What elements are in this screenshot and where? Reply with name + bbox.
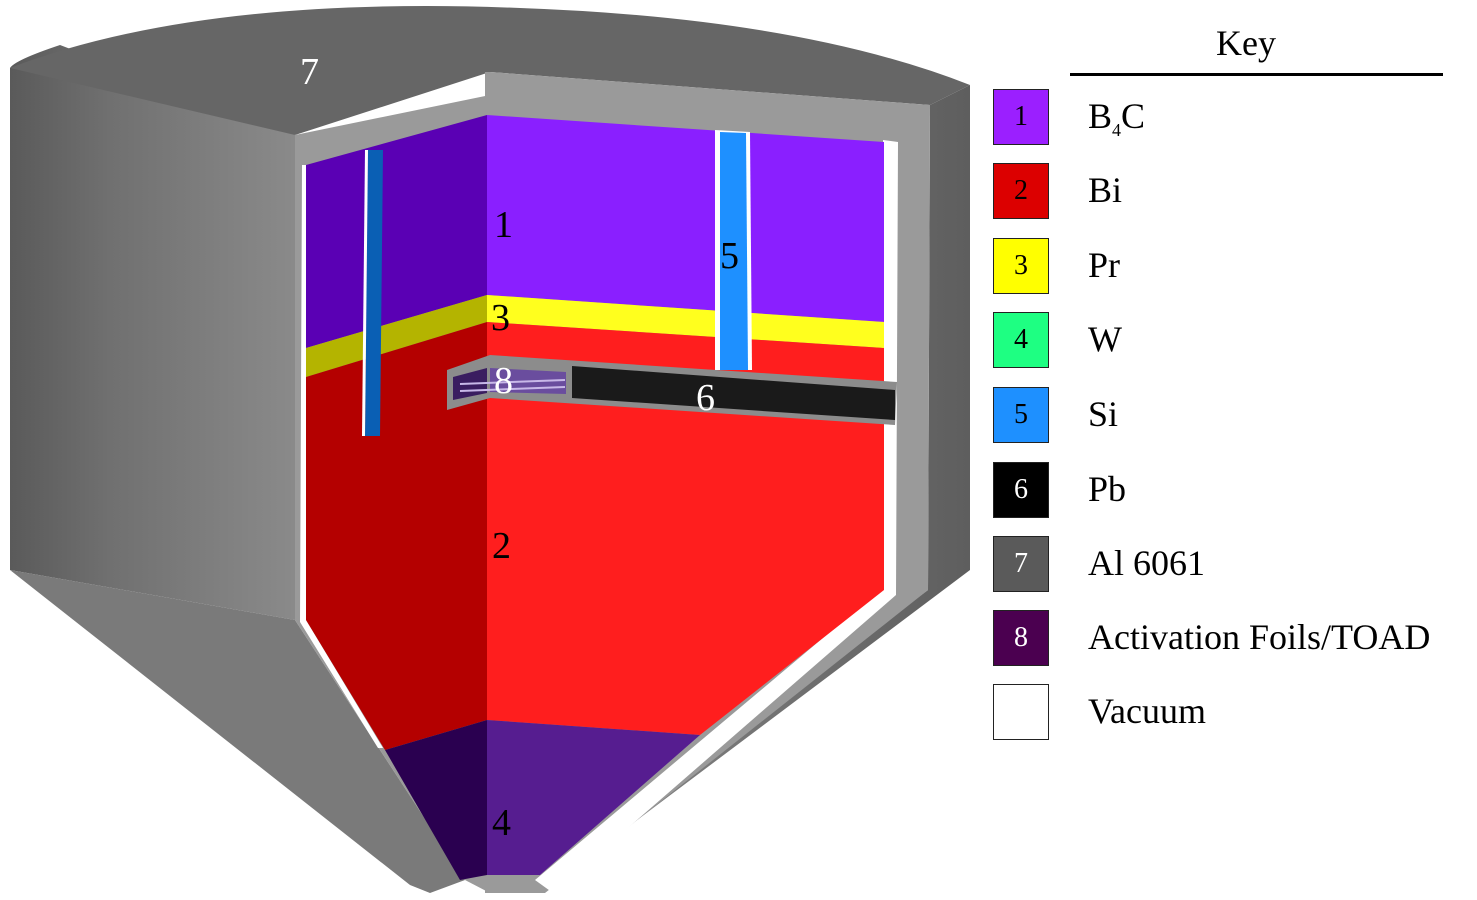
right-face-layers: [487, 115, 884, 875]
key-title: Key: [1216, 23, 1276, 63]
left-w-layer: [385, 720, 487, 880]
key-label: Activation Foils/TOAD: [1088, 617, 1431, 657]
key-item-w: 4 W: [993, 312, 1477, 372]
housing-top: [10, 6, 970, 136]
key-item-al: 7 Al 6061: [993, 536, 1477, 596]
key-label: Si: [1088, 394, 1119, 434]
pr-layer: [487, 295, 884, 348]
key-label: Pr: [1088, 245, 1121, 285]
key-swatch: 4: [993, 312, 1049, 368]
region-label-1: 1: [494, 204, 513, 246]
key-label: Vacuum: [1088, 691, 1206, 731]
key-swatch: 7: [993, 536, 1049, 592]
region-label-4: 4: [492, 802, 511, 844]
key-item-si: 5 Si: [993, 387, 1477, 447]
key-swatch: 5: [993, 387, 1049, 443]
left-pr-layer: [306, 295, 487, 377]
key-item-foils: 8 Activation Foils/TOAD: [993, 610, 1477, 670]
region-label-8: 8: [494, 360, 513, 402]
port-foil-line-2: [459, 386, 566, 392]
left-b4c-layer: [306, 115, 487, 348]
key-swatch: 2: [993, 163, 1049, 219]
housing-left-cone: [10, 570, 465, 893]
key-item-b4c: 1 B4C: [993, 89, 1477, 149]
key-label: W: [1088, 319, 1122, 359]
assembly-cutaway-diagram: 7 1 5 3 8 6 2 4: [10, 6, 970, 893]
bi-layer: [487, 322, 884, 735]
region-label-2: 2: [492, 525, 511, 567]
vacuum-gap: [535, 140, 898, 893]
key-label: Al 6061: [1088, 543, 1205, 583]
key-item-pr: 3 Pr: [993, 238, 1477, 298]
b4c-layer: [487, 115, 884, 322]
region-label-6: 6: [696, 377, 715, 419]
key-item-bi: 2 Bi: [993, 163, 1477, 223]
port-foil-line-1: [459, 379, 566, 385]
si-channel-fill: [720, 132, 748, 370]
housing-right-wall: [540, 85, 970, 893]
region-label-5: 5: [720, 235, 739, 277]
key-divider: [1070, 73, 1443, 76]
key-label: Bi: [1088, 170, 1123, 210]
w-layer: [487, 720, 700, 875]
key-label: Pb: [1088, 469, 1127, 509]
key-swatch: 8: [993, 610, 1049, 666]
key-swatch: 6: [993, 462, 1049, 518]
key-item-vacuum: Vacuum: [993, 684, 1477, 744]
key-label: B4C: [1088, 96, 1146, 141]
key-swatch: [993, 684, 1049, 740]
beam-port: [447, 355, 897, 425]
key-swatch: 3: [993, 238, 1049, 294]
left-si-channel: [365, 150, 383, 436]
region-labels: 7 1 5 3 8 6 2 4: [300, 51, 739, 844]
left-bi-layer: [306, 322, 487, 750]
region-label-3: 3: [491, 297, 510, 339]
key-swatch: 1: [993, 89, 1049, 145]
left-si-channel-edge: [362, 150, 368, 436]
region-label-7: 7: [300, 51, 319, 93]
key-item-pb: 6 Pb: [993, 462, 1477, 522]
housing-left-cylinder: [10, 45, 295, 620]
port-lead: [572, 366, 895, 420]
left-face-layers: [306, 115, 487, 880]
